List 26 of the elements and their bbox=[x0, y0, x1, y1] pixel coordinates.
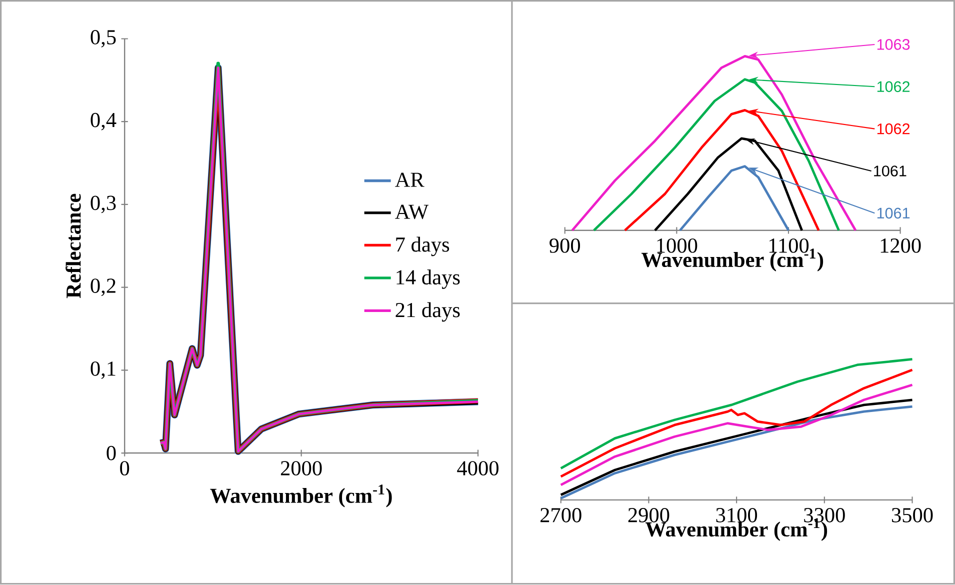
y-tick-label: 0,4 bbox=[90, 113, 116, 130]
annotation: 1062 bbox=[877, 81, 910, 92]
x-tick-label: 1200 bbox=[880, 238, 921, 253]
x-tick-label: 0 bbox=[120, 461, 130, 476]
x-tick-label: 3500 bbox=[892, 508, 933, 523]
y-axis-title: Reflectance bbox=[66, 194, 81, 298]
x-tick-label: 4000 bbox=[457, 461, 498, 476]
legend-label: AR bbox=[395, 172, 424, 187]
y-tick-label: 0 bbox=[106, 446, 116, 460]
x-tick-label: 2700 bbox=[540, 508, 582, 523]
annotation: 1061 bbox=[874, 166, 906, 177]
y-tick-label: 0,2 bbox=[90, 278, 116, 296]
annotation: 1061 bbox=[877, 208, 910, 219]
text: 1063 bbox=[877, 39, 910, 50]
y-tick-label: 0,3 bbox=[90, 196, 116, 214]
x-tick-label: 900 bbox=[550, 238, 580, 253]
legend-label: 7 days bbox=[396, 236, 450, 256]
legend-label: 14 days bbox=[396, 270, 460, 290]
y-tick-label: 0,5 bbox=[90, 30, 116, 48]
x-tick-label: 2000 bbox=[280, 461, 322, 476]
y-tick-label: 0,1 bbox=[90, 362, 116, 380]
x-tick-label: 3100 bbox=[716, 508, 758, 523]
annotation: 1062 bbox=[877, 124, 910, 134]
x-axis-title: Wavenumber (cm$^{-1}$) bbox=[210, 484, 392, 508]
legend-label: 21 days bbox=[396, 302, 460, 322]
legend-label: AW bbox=[395, 204, 429, 220]
